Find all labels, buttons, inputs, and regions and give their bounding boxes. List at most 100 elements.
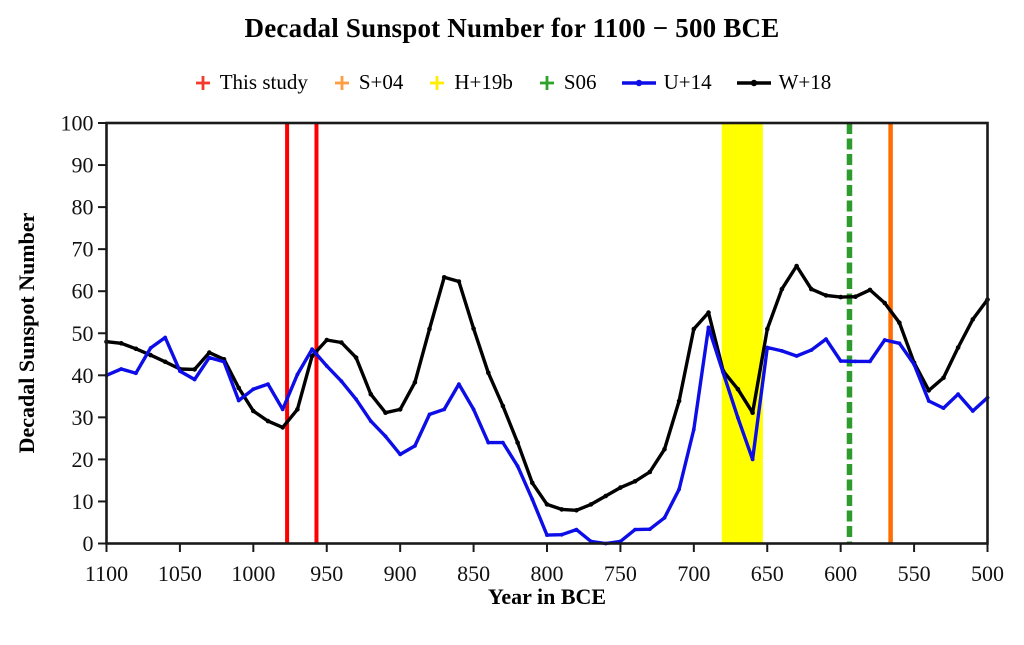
x-tick-label: 950 <box>310 561 343 586</box>
data-point <box>882 338 887 342</box>
data-point <box>530 480 535 486</box>
y-tick-label: 10 <box>72 489 94 514</box>
plot-frame <box>105 121 989 545</box>
data-point <box>207 355 212 360</box>
data-point <box>676 398 682 404</box>
data-point <box>119 367 124 371</box>
data-point <box>442 407 447 412</box>
data-point <box>853 294 858 300</box>
data-point <box>618 485 623 490</box>
data-point <box>779 286 785 292</box>
x-tick-label: 800 <box>531 561 564 586</box>
y-tick-label: 70 <box>72 237 94 262</box>
data-point <box>721 370 726 375</box>
data-point <box>662 447 667 452</box>
data-point <box>955 345 961 350</box>
data-point <box>809 348 814 352</box>
data-point <box>354 397 358 402</box>
legend-item-this-study: This study <box>193 70 308 95</box>
data-point <box>559 507 564 512</box>
x-tick-label: 1100 <box>85 561 128 586</box>
data-point <box>765 345 770 350</box>
data-point <box>809 286 814 292</box>
legend-item-s06: S06 <box>537 70 597 95</box>
data-point <box>882 300 887 306</box>
x-tick-label: 650 <box>751 561 784 586</box>
data-point <box>456 279 462 284</box>
data-point <box>530 497 535 502</box>
legend-label: S06 <box>563 70 597 94</box>
data-point <box>500 403 506 409</box>
y-tick-label: 80 <box>72 195 94 220</box>
legend-label: H+19b <box>454 70 513 94</box>
data-point <box>824 337 828 341</box>
data-point <box>148 346 153 350</box>
x-tick-label: 750 <box>604 561 637 586</box>
data-point <box>280 407 285 412</box>
data-point <box>515 464 520 468</box>
data-point <box>647 527 652 532</box>
plus-marker-icon <box>334 75 349 90</box>
data-point <box>750 410 755 416</box>
data-point <box>309 353 315 359</box>
data-point <box>295 407 300 412</box>
data-point <box>427 326 432 332</box>
legend-item-s-04: S+04 <box>332 70 403 95</box>
data-point <box>574 527 579 532</box>
x-tick-label: 1000 <box>231 561 275 586</box>
y-tick-label: 40 <box>72 363 94 388</box>
data-point <box>118 341 124 346</box>
data-point <box>603 493 608 499</box>
y-axis-title: Decadal Sunspot Number <box>14 212 39 454</box>
data-point <box>222 359 226 364</box>
data-point <box>574 508 579 513</box>
data-point <box>368 391 374 397</box>
data-point <box>207 350 212 355</box>
event-band-h19b <box>721 123 763 544</box>
data-point <box>823 293 829 298</box>
legend-label: This study <box>219 70 308 94</box>
data-point <box>471 407 476 412</box>
legend-item-u-14: U+14 <box>621 70 712 95</box>
data-point <box>397 407 403 412</box>
data-point <box>192 367 197 372</box>
data-point <box>970 317 976 322</box>
plus-marker-icon <box>195 75 210 90</box>
data-point <box>794 354 799 358</box>
data-point <box>339 379 344 384</box>
data-point <box>941 406 946 410</box>
data-point <box>970 409 975 413</box>
data-point <box>706 325 711 330</box>
data-point <box>413 444 417 448</box>
data-point <box>427 412 432 417</box>
x-tick-label: 850 <box>457 561 490 586</box>
data-point <box>559 532 564 537</box>
data-point <box>471 326 476 331</box>
line-marker-icon <box>736 79 771 86</box>
data-point <box>691 326 697 332</box>
data-point <box>236 385 241 391</box>
data-point <box>926 399 931 403</box>
data-point <box>897 320 902 326</box>
data-point <box>310 347 314 352</box>
plus-marker-icon <box>430 75 445 90</box>
data-point <box>765 326 770 332</box>
plus-marker-icon <box>539 75 554 90</box>
data-point <box>691 427 696 432</box>
data-point <box>736 415 740 420</box>
data-point <box>368 419 373 423</box>
data-point <box>750 457 755 462</box>
legend-label: U+14 <box>663 70 712 94</box>
data-point <box>867 287 873 293</box>
data-point <box>486 440 491 445</box>
x-tick-label: 900 <box>384 561 417 586</box>
data-point <box>457 382 461 386</box>
x-tick-label: 500 <box>971 561 1004 586</box>
data-point <box>133 346 139 352</box>
y-tick-label: 0 <box>83 531 94 556</box>
data-point <box>632 479 638 484</box>
data-point <box>662 515 667 520</box>
data-point <box>324 337 330 343</box>
y-tick-label: 30 <box>72 405 94 430</box>
